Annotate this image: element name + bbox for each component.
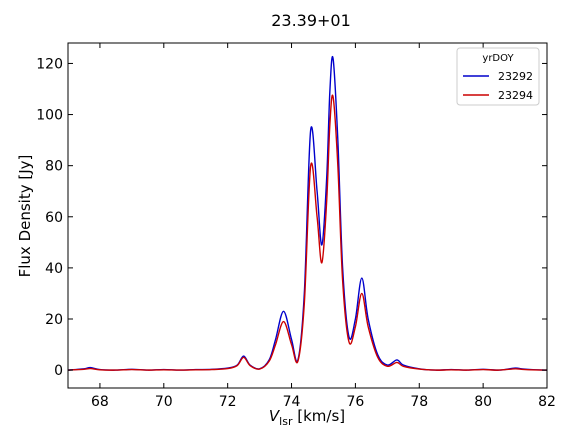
x-axis: 68 70 72 74 76 78 80 82	[91, 43, 556, 410]
y-axis: 0 20 40 60 80 100 120	[36, 56, 547, 379]
x-axis-label-main: V	[269, 407, 281, 425]
x-axis-label-unit: [km/s]	[292, 407, 345, 425]
chart-title: 23.39+01	[271, 11, 351, 30]
x-tick-label: 80	[474, 394, 492, 410]
x-axis-label-sub: lsr	[279, 415, 293, 428]
series-layer	[68, 55, 547, 371]
x-tick-label: 78	[410, 394, 428, 410]
y-tick-label: 20	[45, 312, 63, 328]
legend-entries: 23292 23294	[463, 70, 533, 102]
y-tick-label: 40	[45, 261, 63, 277]
y-tick-label: 100	[36, 108, 63, 124]
legend: yrDOY 23292 23294	[456, 47, 540, 106]
legend-box	[456, 47, 540, 106]
x-axis-label: Vlsr [km/s]	[269, 407, 345, 428]
x-tick-label: 76	[346, 394, 364, 410]
legend-label-23294: 23294	[498, 89, 533, 102]
y-tick-label: 120	[36, 56, 63, 72]
plot-frame	[67, 42, 548, 389]
y-tick-label: 0	[54, 363, 63, 379]
y-tick-label: 60	[45, 210, 63, 226]
x-tick-label: 74	[283, 394, 301, 410]
y-tick-label: 80	[45, 159, 63, 175]
y-axis-label: Flux Density [Jy]	[16, 155, 34, 278]
legend-label-23292: 23292	[498, 70, 533, 83]
x-tick-label: 72	[219, 394, 237, 410]
x-tick-label: 68	[91, 394, 109, 410]
series-line-23294	[68, 94, 547, 371]
x-tick-label: 82	[538, 394, 556, 410]
legend-title: yrDOY	[482, 53, 514, 64]
x-tick-label: 70	[155, 394, 173, 410]
